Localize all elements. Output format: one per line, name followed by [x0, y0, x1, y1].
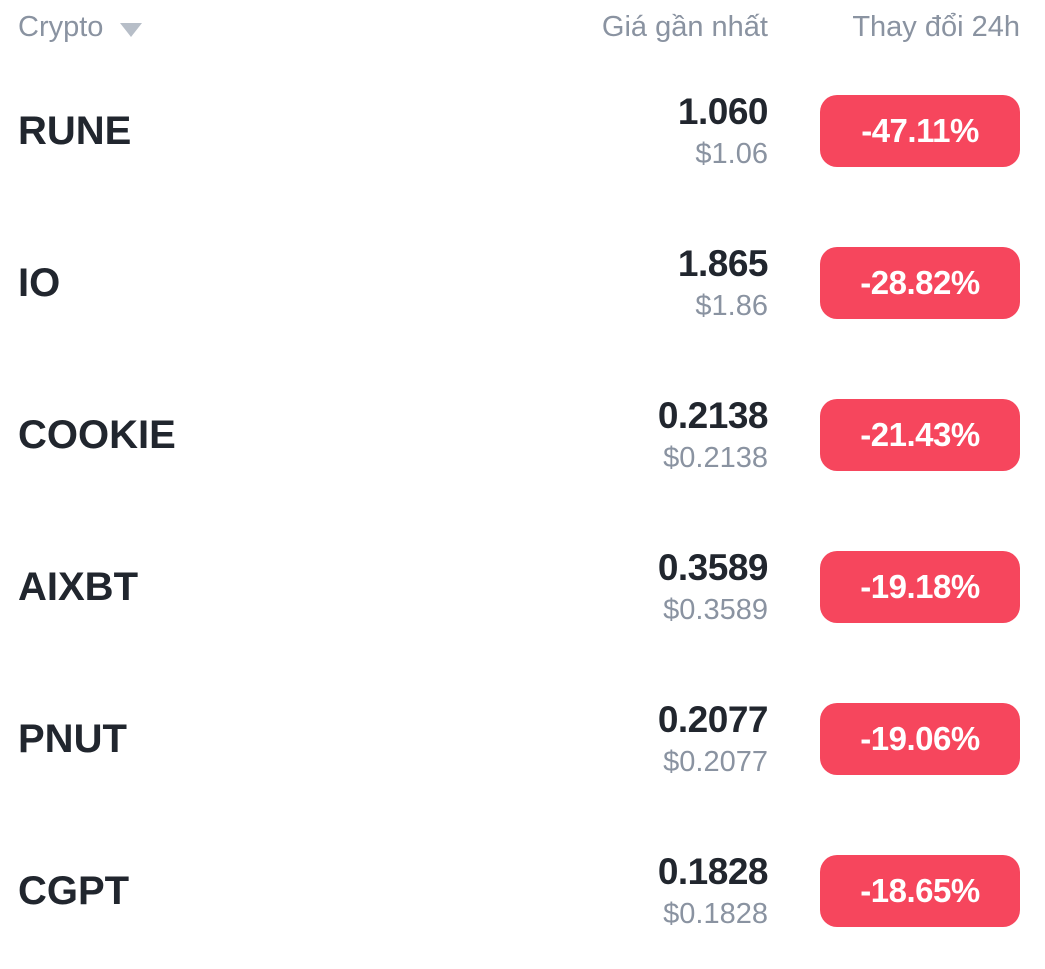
- list-header: Crypto Giá gần nhất Thay đổi 24h: [18, 0, 1020, 55]
- coin-symbol: RUNE: [18, 108, 132, 153]
- change-badge[interactable]: -18.65%: [820, 855, 1020, 927]
- change-badge[interactable]: -47.11%: [820, 95, 1020, 167]
- table-row[interactable]: PNUT 0.2077 $0.2077 -19.06%: [18, 663, 1020, 815]
- coin-price-group: 0.2077 $0.2077: [468, 699, 769, 778]
- change-badge-column: -47.11%: [768, 95, 1020, 167]
- coin-fiat-price: $0.2138: [663, 442, 768, 474]
- table-row[interactable]: IO 1.865 $1.86 -28.82%: [18, 207, 1020, 359]
- coin-last-price: 0.3589: [657, 547, 769, 588]
- coin-rows-container: RUNE 1.060 $1.06 -47.11% IO 1.865 $1.86 …: [18, 55, 1020, 967]
- coin-last-price: 0.1828: [657, 851, 769, 892]
- coin-fiat-price: $1.86: [695, 290, 768, 322]
- table-row[interactable]: AIXBT 0.3589 $0.3589 -19.18%: [18, 511, 1020, 663]
- coin-last-price: 0.2077: [657, 699, 769, 740]
- change-badge[interactable]: -28.82%: [820, 247, 1020, 319]
- coin-symbol: IO: [18, 260, 61, 305]
- coin-fiat-price: $0.3589: [663, 594, 768, 626]
- table-row[interactable]: COOKIE 0.2138 $0.2138 -21.43%: [18, 359, 1020, 511]
- coin-price-group: 0.2138 $0.2138: [468, 395, 769, 474]
- coin-fiat-price: $1.06: [695, 138, 768, 170]
- coin-price-group: 1.060 $1.06: [468, 91, 769, 170]
- change-badge-column: -19.06%: [768, 703, 1020, 775]
- change-badge-column: -21.43%: [768, 399, 1020, 471]
- crypto-header-label: Crypto: [18, 11, 104, 43]
- column-header-last-price[interactable]: Giá gần nhất: [601, 11, 768, 43]
- column-header-crypto[interactable]: Crypto: [18, 11, 468, 44]
- change-badge-column: -18.65%: [768, 855, 1020, 927]
- coin-fiat-price: $0.1828: [663, 898, 768, 930]
- change-badge[interactable]: -19.06%: [820, 703, 1020, 775]
- coin-price-group: 0.1828 $0.1828: [468, 851, 769, 930]
- change-badge[interactable]: -19.18%: [820, 551, 1020, 623]
- coin-symbol: COOKIE: [18, 412, 176, 457]
- change-badge[interactable]: -21.43%: [820, 399, 1020, 471]
- coin-symbol: PNUT: [18, 716, 127, 761]
- change-badge-column: -19.18%: [768, 551, 1020, 623]
- change-badge-column: -28.82%: [768, 247, 1020, 319]
- coin-symbol: CGPT: [18, 868, 130, 913]
- chevron-down-icon: [120, 23, 143, 37]
- coin-price-group: 0.3589 $0.3589: [468, 547, 769, 626]
- coin-fiat-price: $0.2077: [663, 746, 768, 778]
- coin-last-price: 1.865: [677, 243, 769, 284]
- coin-last-price: 1.060: [677, 91, 769, 132]
- coin-price-group: 1.865 $1.86: [468, 243, 769, 322]
- coin-last-price: 0.2138: [657, 395, 769, 436]
- coin-symbol: AIXBT: [18, 564, 138, 609]
- column-header-24h-change[interactable]: Thay đổi 24h: [852, 11, 1020, 43]
- table-row[interactable]: CGPT 0.1828 $0.1828 -18.65%: [18, 815, 1020, 967]
- table-row[interactable]: RUNE 1.060 $1.06 -47.11%: [18, 55, 1020, 207]
